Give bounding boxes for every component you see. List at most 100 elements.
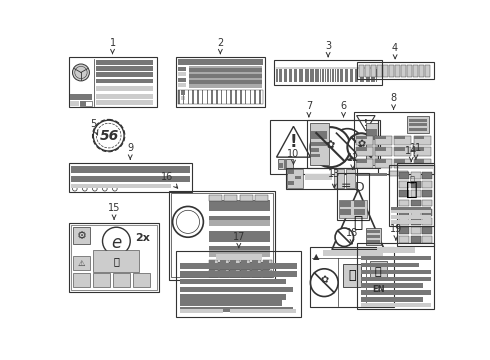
Bar [180, 90, 181, 104]
Text: 12: 12 [346, 153, 359, 169]
Bar [422, 172, 432, 179]
Bar [224, 195, 237, 201]
Bar [308, 69, 309, 82]
Text: 5: 5 [90, 120, 98, 135]
Bar [220, 270, 229, 276]
Bar [348, 69, 349, 82]
Bar [70, 94, 92, 100]
Bar [178, 90, 179, 104]
Bar [375, 147, 392, 156]
Bar [209, 262, 270, 266]
Bar [407, 65, 412, 77]
Text: ⬬: ⬬ [410, 176, 415, 185]
Bar [359, 65, 364, 77]
Bar [323, 250, 383, 256]
Bar [392, 220, 431, 224]
Text: 18: 18 [346, 228, 358, 244]
Bar [113, 274, 130, 287]
Bar [279, 69, 281, 82]
Text: 🔋: 🔋 [348, 269, 356, 282]
Bar [394, 136, 411, 145]
Text: 14: 14 [405, 145, 417, 161]
Bar [327, 69, 328, 82]
Polygon shape [276, 126, 311, 157]
Bar [364, 69, 365, 82]
Text: ⚠: ⚠ [78, 259, 85, 268]
Bar [178, 72, 186, 76]
Bar [361, 256, 431, 260]
Bar [286, 69, 287, 82]
Bar [409, 123, 427, 126]
Bar [233, 90, 234, 104]
Bar [263, 260, 269, 264]
Bar [370, 261, 388, 276]
Circle shape [93, 186, 97, 191]
Bar [334, 170, 343, 188]
Bar [241, 260, 247, 264]
Bar [383, 65, 388, 77]
Bar [347, 69, 348, 82]
Bar [368, 240, 380, 243]
Bar [230, 90, 232, 104]
Bar [311, 142, 326, 145]
Bar [422, 190, 432, 197]
Bar [367, 69, 368, 82]
Bar [365, 65, 369, 77]
Bar [422, 218, 432, 225]
Bar [333, 69, 334, 82]
Bar [80, 101, 92, 105]
Bar [411, 209, 420, 216]
Bar [71, 225, 157, 289]
Bar [366, 228, 381, 245]
Bar [278, 163, 283, 168]
Bar [372, 69, 374, 82]
Bar [419, 65, 423, 77]
Bar [375, 136, 386, 139]
Bar [335, 69, 337, 82]
Text: ≡: ≡ [341, 181, 351, 194]
Bar [183, 90, 184, 104]
Bar [252, 260, 258, 264]
Bar [375, 159, 386, 163]
Bar [311, 69, 313, 82]
Text: 1: 1 [109, 38, 116, 54]
Text: 🖐: 🖐 [375, 267, 382, 277]
Bar [311, 154, 320, 157]
Bar [71, 166, 190, 172]
Bar [394, 136, 405, 139]
Text: !: ! [290, 133, 297, 151]
Bar [411, 218, 420, 225]
Bar [362, 69, 364, 82]
Bar [252, 90, 253, 104]
Bar [69, 222, 159, 292]
Bar [306, 69, 308, 82]
Bar [278, 159, 294, 170]
Bar [357, 69, 359, 82]
Bar [189, 80, 262, 84]
Bar [219, 90, 220, 104]
Bar [97, 78, 152, 83]
Bar [345, 69, 346, 82]
Bar [370, 69, 372, 82]
Bar [293, 69, 294, 82]
Bar [356, 147, 373, 156]
Bar [414, 147, 431, 156]
Bar [263, 260, 272, 267]
Bar [209, 231, 270, 242]
Text: 6: 6 [341, 101, 346, 117]
Bar [361, 283, 423, 288]
Bar [313, 69, 314, 82]
Bar [284, 159, 287, 170]
Bar [240, 90, 242, 104]
Bar [277, 69, 278, 82]
Bar [69, 57, 157, 107]
Bar [315, 69, 316, 82]
Bar [93, 250, 140, 272]
Bar [411, 199, 420, 206]
Bar [241, 270, 250, 276]
Bar [226, 90, 227, 104]
Bar [361, 263, 419, 267]
Bar [321, 69, 323, 82]
Bar [291, 69, 293, 82]
Bar [343, 264, 361, 287]
